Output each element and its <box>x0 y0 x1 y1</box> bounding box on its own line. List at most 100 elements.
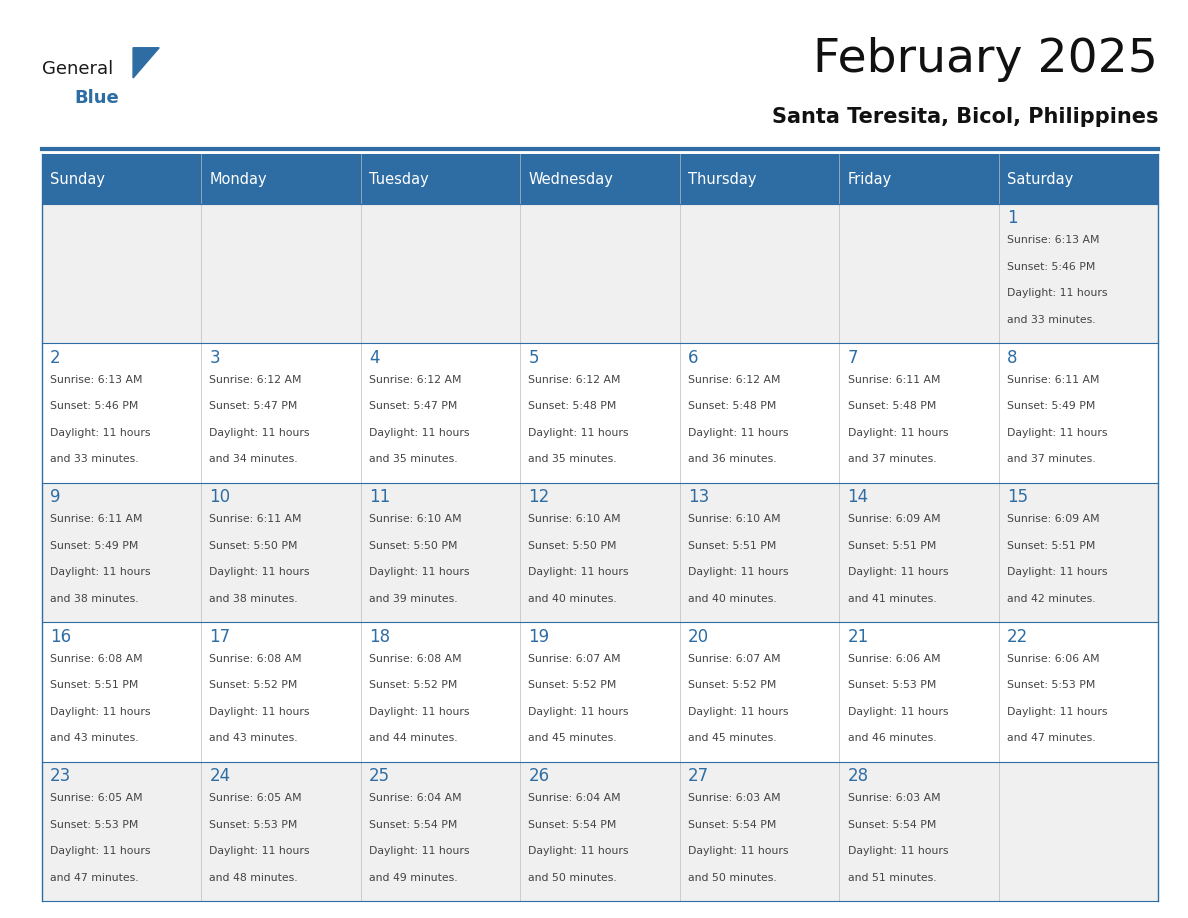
Text: 5: 5 <box>529 349 539 367</box>
Text: 24: 24 <box>209 767 230 786</box>
Text: 26: 26 <box>529 767 550 786</box>
Bar <box>680 154 839 204</box>
Text: Sunrise: 6:10 AM: Sunrise: 6:10 AM <box>529 514 621 524</box>
Text: Daylight: 11 hours: Daylight: 11 hours <box>1007 707 1107 717</box>
Text: Sunday: Sunday <box>50 172 105 186</box>
Text: General: General <box>42 60 113 78</box>
Text: Sunset: 5:46 PM: Sunset: 5:46 PM <box>1007 262 1095 272</box>
Text: Sunrise: 6:10 AM: Sunrise: 6:10 AM <box>688 514 781 524</box>
Text: Sunrise: 6:08 AM: Sunrise: 6:08 AM <box>50 654 143 664</box>
Text: and 47 minutes.: and 47 minutes. <box>1007 733 1095 744</box>
Text: Daylight: 11 hours: Daylight: 11 hours <box>209 707 310 717</box>
Text: Sunrise: 6:13 AM: Sunrise: 6:13 AM <box>50 375 143 385</box>
Text: Daylight: 11 hours: Daylight: 11 hours <box>50 428 151 438</box>
Bar <box>42 762 1158 901</box>
Text: and 49 minutes.: and 49 minutes. <box>369 873 457 883</box>
Text: Thursday: Thursday <box>688 172 757 186</box>
Text: 1: 1 <box>1007 209 1018 228</box>
Text: Sunset: 5:46 PM: Sunset: 5:46 PM <box>50 401 138 411</box>
Bar <box>361 154 520 204</box>
Text: Sunrise: 6:09 AM: Sunrise: 6:09 AM <box>847 514 940 524</box>
Text: Sunset: 5:54 PM: Sunset: 5:54 PM <box>529 820 617 830</box>
Text: Blue: Blue <box>75 89 120 107</box>
Text: Daylight: 11 hours: Daylight: 11 hours <box>688 846 789 856</box>
Text: Sunset: 5:53 PM: Sunset: 5:53 PM <box>50 820 138 830</box>
Text: 14: 14 <box>847 488 868 507</box>
Text: 22: 22 <box>1007 628 1029 646</box>
Text: 18: 18 <box>369 628 390 646</box>
Text: Sunset: 5:47 PM: Sunset: 5:47 PM <box>369 401 457 411</box>
Text: 2: 2 <box>50 349 61 367</box>
Text: Daylight: 11 hours: Daylight: 11 hours <box>50 846 151 856</box>
Text: Sunset: 5:49 PM: Sunset: 5:49 PM <box>50 541 138 551</box>
Text: Sunset: 5:51 PM: Sunset: 5:51 PM <box>50 680 138 690</box>
Bar <box>42 343 1158 483</box>
Text: 19: 19 <box>529 628 550 646</box>
Text: Santa Teresita, Bicol, Philippines: Santa Teresita, Bicol, Philippines <box>772 106 1158 127</box>
Text: and 37 minutes.: and 37 minutes. <box>1007 454 1095 465</box>
Text: 25: 25 <box>369 767 390 786</box>
Text: 21: 21 <box>847 628 868 646</box>
Bar <box>42 204 1158 343</box>
Text: Sunrise: 6:03 AM: Sunrise: 6:03 AM <box>688 793 781 803</box>
Text: and 43 minutes.: and 43 minutes. <box>50 733 139 744</box>
Text: 23: 23 <box>50 767 71 786</box>
Text: 16: 16 <box>50 628 71 646</box>
Text: Sunset: 5:53 PM: Sunset: 5:53 PM <box>847 680 936 690</box>
Text: Daylight: 11 hours: Daylight: 11 hours <box>369 846 469 856</box>
Text: Daylight: 11 hours: Daylight: 11 hours <box>369 707 469 717</box>
Text: Sunset: 5:54 PM: Sunset: 5:54 PM <box>688 820 777 830</box>
Text: and 50 minutes.: and 50 minutes. <box>529 873 618 883</box>
Bar <box>42 154 201 204</box>
Text: Daylight: 11 hours: Daylight: 11 hours <box>529 707 628 717</box>
Text: 27: 27 <box>688 767 709 786</box>
Text: Wednesday: Wednesday <box>529 172 613 186</box>
Text: Sunset: 5:52 PM: Sunset: 5:52 PM <box>529 680 617 690</box>
Text: Friday: Friday <box>847 172 892 186</box>
Text: and 40 minutes.: and 40 minutes. <box>529 594 618 604</box>
Text: Daylight: 11 hours: Daylight: 11 hours <box>50 707 151 717</box>
Text: and 33 minutes.: and 33 minutes. <box>50 454 139 465</box>
Text: Sunset: 5:50 PM: Sunset: 5:50 PM <box>369 541 457 551</box>
Text: Sunrise: 6:12 AM: Sunrise: 6:12 AM <box>369 375 461 385</box>
Text: and 37 minutes.: and 37 minutes. <box>847 454 936 465</box>
Text: Daylight: 11 hours: Daylight: 11 hours <box>369 567 469 577</box>
Text: Sunrise: 6:06 AM: Sunrise: 6:06 AM <box>847 654 940 664</box>
Text: Sunrise: 6:12 AM: Sunrise: 6:12 AM <box>209 375 302 385</box>
Text: and 36 minutes.: and 36 minutes. <box>688 454 777 465</box>
Text: 3: 3 <box>209 349 220 367</box>
Text: Sunset: 5:48 PM: Sunset: 5:48 PM <box>688 401 777 411</box>
Text: 4: 4 <box>369 349 379 367</box>
Text: Sunrise: 6:10 AM: Sunrise: 6:10 AM <box>369 514 462 524</box>
Text: 9: 9 <box>50 488 61 507</box>
Text: 11: 11 <box>369 488 390 507</box>
Text: and 44 minutes.: and 44 minutes. <box>369 733 457 744</box>
Text: and 51 minutes.: and 51 minutes. <box>847 873 936 883</box>
Text: Daylight: 11 hours: Daylight: 11 hours <box>209 846 310 856</box>
Text: Daylight: 11 hours: Daylight: 11 hours <box>847 846 948 856</box>
Text: Sunrise: 6:13 AM: Sunrise: 6:13 AM <box>1007 235 1100 245</box>
Polygon shape <box>133 48 159 78</box>
Text: Sunset: 5:54 PM: Sunset: 5:54 PM <box>847 820 936 830</box>
Text: and 42 minutes.: and 42 minutes. <box>1007 594 1095 604</box>
Text: Sunrise: 6:11 AM: Sunrise: 6:11 AM <box>50 514 143 524</box>
Text: and 38 minutes.: and 38 minutes. <box>209 594 298 604</box>
Bar <box>201 154 361 204</box>
Text: Sunset: 5:50 PM: Sunset: 5:50 PM <box>209 541 298 551</box>
Text: 7: 7 <box>847 349 858 367</box>
Text: and 48 minutes.: and 48 minutes. <box>209 873 298 883</box>
Text: Daylight: 11 hours: Daylight: 11 hours <box>209 428 310 438</box>
Text: 20: 20 <box>688 628 709 646</box>
Text: and 45 minutes.: and 45 minutes. <box>688 733 777 744</box>
Text: Daylight: 11 hours: Daylight: 11 hours <box>369 428 469 438</box>
Text: 8: 8 <box>1007 349 1018 367</box>
Text: Sunset: 5:54 PM: Sunset: 5:54 PM <box>369 820 457 830</box>
Text: Sunset: 5:48 PM: Sunset: 5:48 PM <box>847 401 936 411</box>
Text: Sunset: 5:49 PM: Sunset: 5:49 PM <box>1007 401 1095 411</box>
Text: 15: 15 <box>1007 488 1028 507</box>
Text: 17: 17 <box>209 628 230 646</box>
Text: and 35 minutes.: and 35 minutes. <box>369 454 457 465</box>
Text: and 41 minutes.: and 41 minutes. <box>847 594 936 604</box>
Text: 12: 12 <box>529 488 550 507</box>
Text: Daylight: 11 hours: Daylight: 11 hours <box>847 428 948 438</box>
